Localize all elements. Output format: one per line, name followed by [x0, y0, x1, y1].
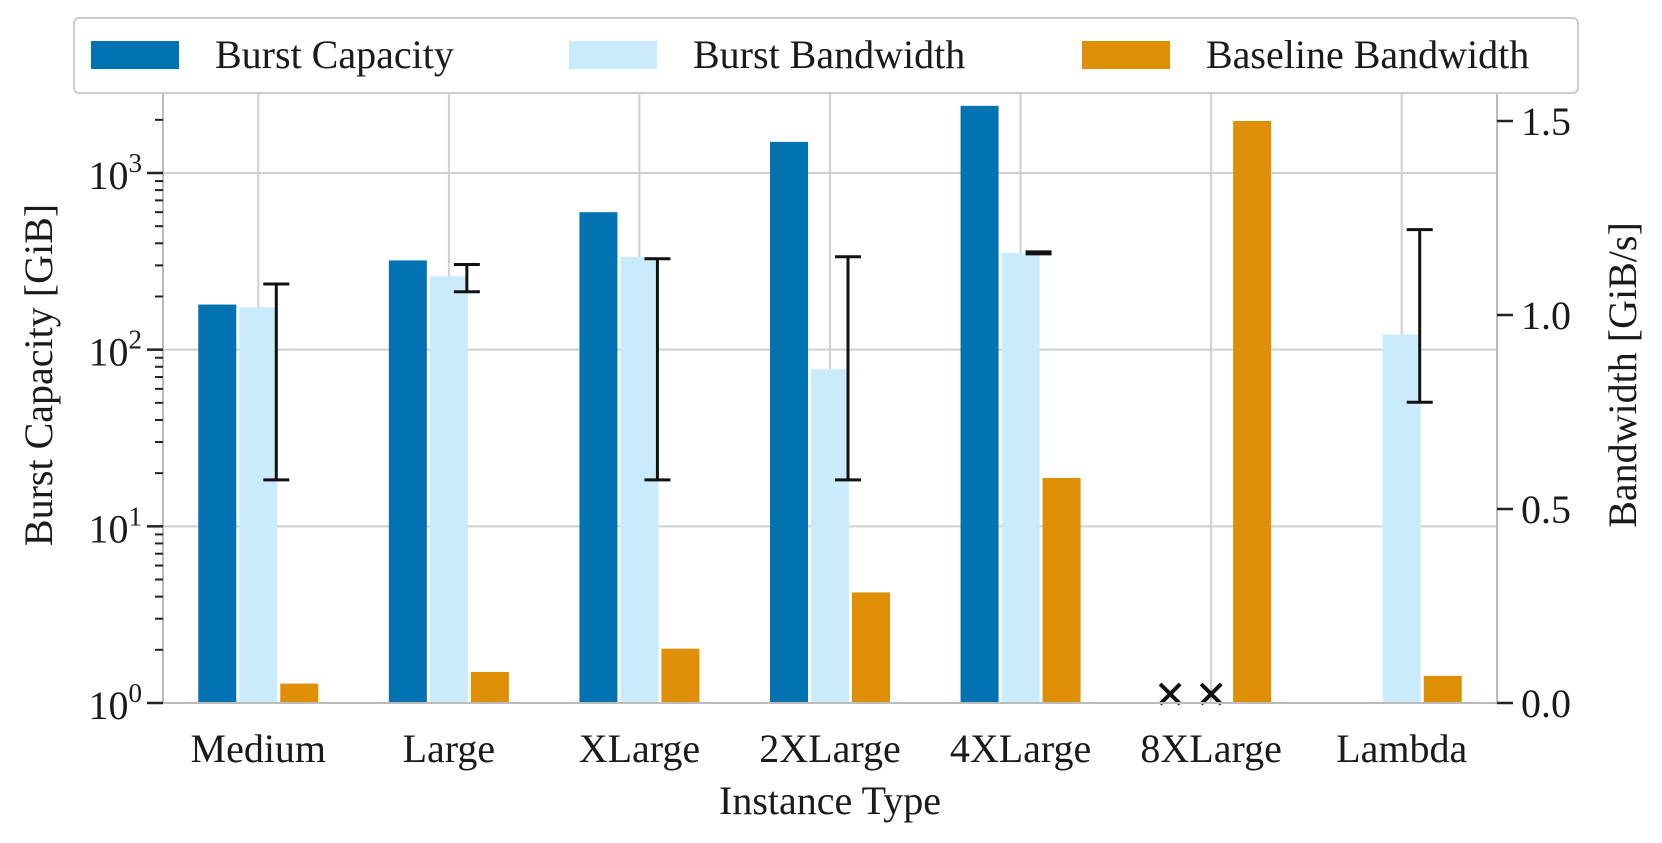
bar [429, 276, 468, 703]
bar [770, 141, 808, 703]
x-tick-label: Lambda [1336, 726, 1467, 771]
x-tick-label: 2XLarge [759, 726, 900, 771]
right-tick-labels: 1.5 1.0 0.5 0.0 [1521, 99, 1571, 726]
missing-marker-icon [1158, 682, 1182, 706]
bar [198, 304, 237, 703]
bar [661, 648, 700, 703]
bar [470, 671, 509, 703]
missing-marker-icon [1199, 682, 1223, 706]
bars [198, 105, 1462, 704]
bar [579, 212, 618, 703]
legend-swatch [569, 41, 657, 69]
legend: Burst Capacity Burst Bandwidth Baseline Ba… [73, 17, 1579, 94]
error-bars [263, 228, 1433, 482]
right-tick-label: 1.5 [1521, 99, 1571, 144]
bar [280, 683, 319, 703]
legend-label: Baseline Bandwidth [1206, 32, 1529, 77]
right-tick-label: 0.5 [1521, 487, 1571, 532]
bar [239, 307, 278, 703]
bar [1233, 121, 1272, 703]
left-tick-label: 102 [89, 325, 143, 375]
legend-swatch [91, 41, 179, 69]
left-tick-label: 100 [89, 678, 143, 728]
y-axis-label-left: Burst Capacity [GiB] [16, 204, 61, 546]
x-axis-label: Instance Type [719, 778, 941, 823]
missing-markers [1158, 682, 1223, 706]
left-tick-label: 103 [89, 148, 143, 198]
bar [852, 592, 890, 703]
legend-label: Burst Bandwidth [693, 32, 965, 77]
x-tick-labels: Medium Large XLarge 2XLarge 4XLarge 8XLarge La… [191, 726, 1468, 771]
bar [811, 369, 849, 703]
x-tick-label: Medium [191, 726, 327, 771]
legend-frame [73, 17, 1579, 94]
legend-label: Burst Capacity [215, 32, 454, 77]
x-tick-label: XLarge [579, 726, 700, 771]
x-tick-label: 8XLarge [1140, 726, 1281, 771]
right-tick-label: 0.0 [1521, 681, 1571, 726]
bar [1382, 334, 1421, 703]
y-axis-label-right: Bandwidth [GiB/s] [1600, 222, 1645, 528]
bar [960, 105, 999, 703]
axes [147, 87, 1513, 705]
x-tick-label: 4XLarge [950, 726, 1091, 771]
legend-swatch [1082, 41, 1170, 69]
bar [1423, 675, 1462, 703]
right-tick-label: 1.0 [1521, 293, 1571, 338]
bar [388, 260, 427, 703]
left-tick-label: 101 [89, 501, 143, 551]
bar [1001, 252, 1040, 704]
x-tick-label: Large [403, 726, 496, 771]
left-tick-labels: 103 102 101 100 [89, 148, 143, 728]
bar [1042, 477, 1081, 703]
